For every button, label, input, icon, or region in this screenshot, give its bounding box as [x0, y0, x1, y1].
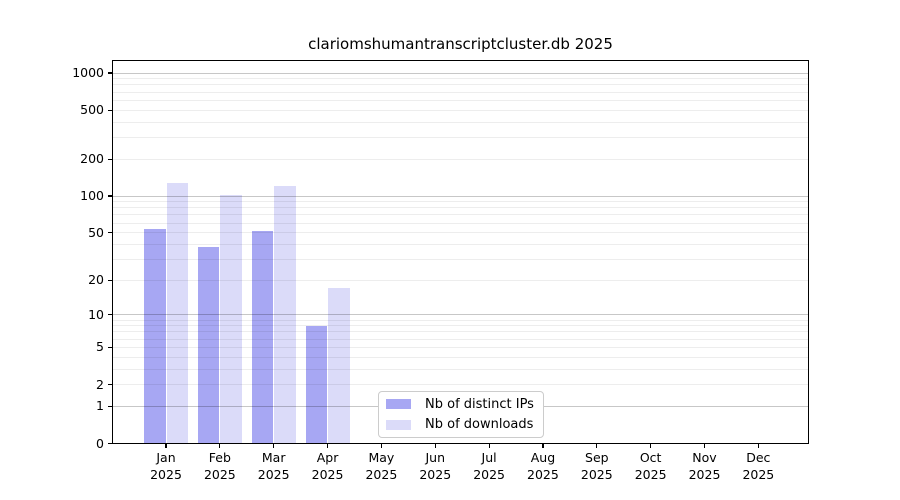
y-tick-mark	[108, 442, 112, 445]
x-axis-tick-label: Apr 2025	[311, 450, 344, 482]
y-axis-tick-label: 0	[96, 435, 104, 451]
x-axis-tick-label: Aug 2025	[527, 450, 559, 482]
x-tick-mark	[488, 444, 490, 448]
x-tick-mark	[219, 444, 221, 448]
y-axis-tick-label: 1	[96, 398, 104, 414]
legend-item-distinct-ips: Nb of distinct IPs	[386, 396, 543, 412]
minor-gridline	[112, 91, 809, 93]
y-tick-mark	[108, 109, 112, 111]
x-axis-tick-label: Nov 2025	[688, 450, 721, 482]
minor-gridline	[112, 243, 809, 245]
x-tick-mark	[650, 444, 652, 448]
legend-swatch-distinct-ips-icon	[386, 399, 411, 410]
x-tick-mark	[273, 444, 275, 448]
y-tick-mark	[108, 346, 112, 348]
y-tick-mark	[108, 405, 112, 407]
x-tick-mark	[380, 444, 382, 448]
legend-label-downloads: Nb of downloads	[425, 417, 534, 433]
bar-distinct-ips	[305, 325, 328, 444]
x-axis-tick-label: Sep 2025	[580, 450, 613, 482]
minor-gridline	[112, 368, 809, 370]
minor-gridline	[112, 319, 809, 321]
minor-gridline	[112, 158, 809, 160]
plot-area	[112, 60, 809, 444]
legend: Nb of distinct IPs Nb of downloads	[378, 391, 544, 438]
y-tick-mark	[108, 232, 112, 234]
minor-gridline	[112, 214, 809, 216]
x-tick-mark	[757, 444, 759, 448]
x-axis-tick-label: Dec 2025	[742, 450, 775, 482]
x-axis-tick-label: May 2025	[365, 450, 398, 482]
x-axis-tick-label: Jan 2025	[150, 450, 182, 482]
bar-downloads	[220, 195, 242, 444]
y-axis-tick-label: 10	[88, 306, 104, 322]
y-axis-tick-label: 5	[96, 339, 104, 355]
x-axis-tick-label: Mar 2025	[257, 450, 290, 482]
x-tick-mark	[542, 444, 544, 448]
x-tick-mark	[703, 444, 706, 448]
y-axis-tick-label: 200	[80, 151, 104, 167]
y-tick-mark	[108, 158, 112, 160]
bar-distinct-ips	[251, 230, 274, 444]
major-gridline	[112, 314, 809, 316]
minor-gridline	[112, 109, 809, 111]
minor-gridline	[112, 232, 809, 234]
y-tick-mark	[108, 314, 112, 316]
major-gridline	[112, 195, 809, 197]
y-axis-tick-label: 1000	[72, 65, 104, 80]
y-axis-tick-label: 500	[80, 102, 104, 118]
y-axis-tick-label: 2	[96, 376, 104, 392]
x-axis-tick-label: Jun 2025	[419, 450, 452, 482]
y-axis-tick-label: 100	[80, 188, 104, 203]
legend-item-downloads: Nb of downloads	[386, 417, 543, 433]
minor-gridline	[112, 258, 809, 260]
bar-distinct-ips	[197, 247, 220, 444]
y-tick-mark	[108, 383, 112, 386]
bar-downloads	[328, 288, 350, 444]
minor-gridline	[112, 384, 809, 386]
y-axis-tick-label: 50	[88, 224, 104, 240]
minor-gridline	[112, 356, 809, 358]
minor-gridline	[112, 331, 809, 333]
minor-gridline	[112, 346, 809, 348]
major-gridline	[112, 72, 809, 74]
minor-gridline	[112, 84, 809, 86]
minor-gridline	[112, 78, 809, 80]
legend-label-distinct-ips: Nb of distinct IPs	[425, 396, 534, 412]
y-tick-mark	[108, 195, 112, 197]
x-tick-mark	[596, 444, 598, 448]
minor-gridline	[112, 136, 809, 138]
y-tick-mark	[108, 279, 112, 281]
x-tick-mark	[165, 444, 167, 448]
y-tick-mark	[108, 72, 112, 74]
x-tick-mark	[326, 444, 329, 448]
y-axis-tick-label: 20	[88, 272, 104, 288]
bar-distinct-ips	[144, 228, 166, 444]
minor-gridline	[112, 338, 809, 340]
x-axis-tick-label: Oct 2025	[634, 450, 667, 482]
minor-gridline	[112, 201, 809, 203]
chart-title: clariomshumantranscriptcluster.db 2025	[308, 35, 613, 53]
minor-gridline	[112, 121, 809, 123]
bar-downloads	[166, 182, 188, 444]
x-axis-tick-label: Jul 2025	[473, 450, 505, 482]
x-tick-mark	[434, 444, 436, 448]
bar-downloads	[274, 186, 296, 444]
minor-gridline	[112, 222, 809, 224]
minor-gridline	[112, 207, 809, 209]
minor-gridline	[112, 325, 809, 327]
minor-gridline	[112, 279, 809, 281]
x-axis-tick-label: Feb 2025	[203, 450, 236, 482]
legend-swatch-downloads-icon	[386, 419, 411, 430]
minor-gridline	[112, 99, 809, 101]
